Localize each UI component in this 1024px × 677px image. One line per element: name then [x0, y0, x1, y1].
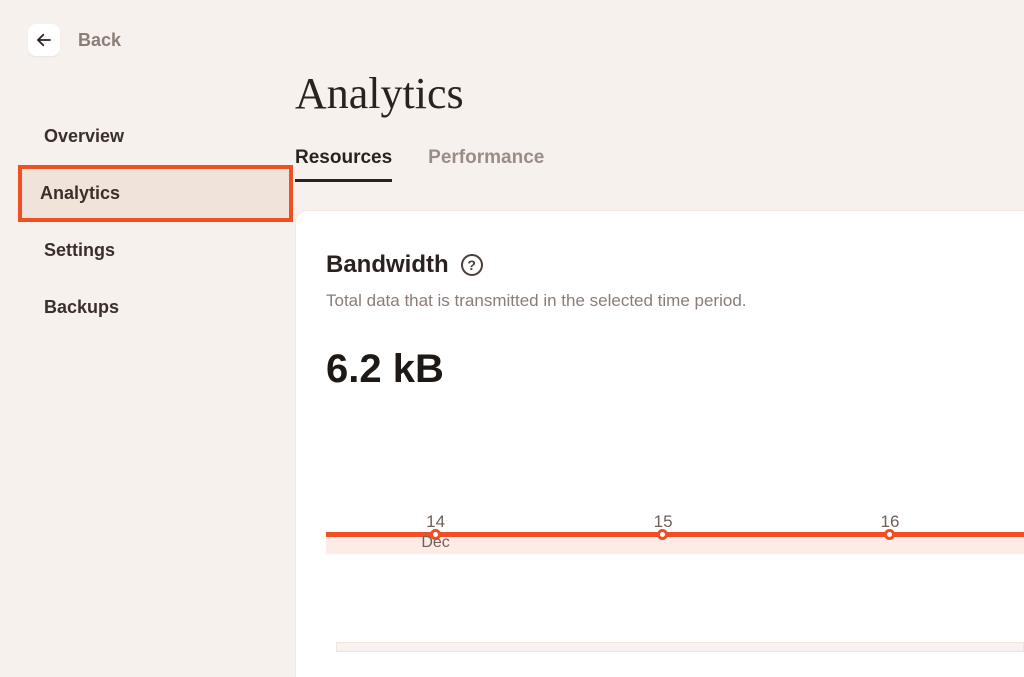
tab-bar: Resources Performance	[295, 147, 1024, 182]
chart-baseline	[336, 642, 1024, 652]
sidebar-item-label: Backups	[44, 297, 119, 317]
chart-xlabel: 14Dec	[421, 512, 449, 552]
metric-value: 6.2 kB	[326, 347, 1024, 392]
arrow-left-icon	[35, 31, 53, 49]
sidebar-item-backups[interactable]: Backups	[18, 279, 293, 336]
help-icon[interactable]: ?	[461, 254, 483, 276]
sidebar-item-settings[interactable]: Settings	[18, 222, 293, 279]
sidebar-item-analytics[interactable]: Analytics	[18, 165, 293, 222]
bandwidth-chart: 14Dec 15 16	[326, 512, 1024, 632]
metric-title: Bandwidth	[326, 251, 449, 279]
sidebar-item-label: Overview	[44, 126, 124, 146]
back-button[interactable]	[28, 24, 60, 56]
sidebar-item-label: Analytics	[40, 183, 120, 203]
sidebar-item-overview[interactable]: Overview	[18, 108, 293, 165]
sidebar-item-label: Settings	[44, 240, 115, 260]
metric-description: Total data that is transmitted in the se…	[326, 291, 1024, 311]
bandwidth-card: Bandwidth ? Total data that is transmitt…	[295, 210, 1024, 677]
chart-xlabel: 16	[881, 512, 900, 532]
tab-resources[interactable]: Resources	[295, 147, 392, 182]
chart-xlabel: 15	[654, 512, 673, 532]
page-title: Analytics	[295, 68, 1024, 119]
tab-performance[interactable]: Performance	[428, 147, 544, 182]
back-label[interactable]: Back	[78, 30, 121, 51]
sidebar-nav: Overview Analytics Settings Backups	[0, 56, 295, 677]
chart-xlabel-sub: Dec	[421, 534, 449, 552]
